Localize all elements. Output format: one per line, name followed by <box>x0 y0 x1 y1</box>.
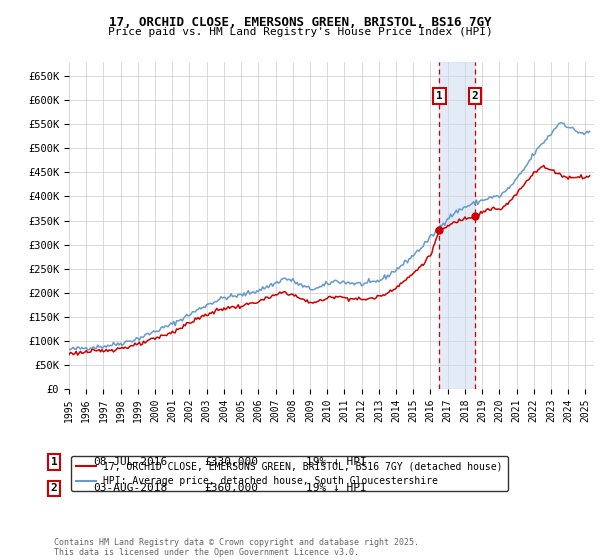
Text: £330,000: £330,000 <box>204 457 258 467</box>
Text: Price paid vs. HM Land Registry's House Price Index (HPI): Price paid vs. HM Land Registry's House … <box>107 27 493 37</box>
Text: 03-AUG-2018: 03-AUG-2018 <box>93 483 167 493</box>
Text: 1: 1 <box>436 91 443 101</box>
Text: £360,000: £360,000 <box>204 483 258 493</box>
Text: 19% ↓ HPI: 19% ↓ HPI <box>306 457 367 467</box>
Bar <box>439 62 475 389</box>
Text: 19% ↓ HPI: 19% ↓ HPI <box>306 483 367 493</box>
Text: Contains HM Land Registry data © Crown copyright and database right 2025.
This d: Contains HM Land Registry data © Crown c… <box>54 538 419 557</box>
Text: 2: 2 <box>472 91 478 101</box>
Text: 1: 1 <box>50 457 58 467</box>
Text: 08-JUL-2016: 08-JUL-2016 <box>93 457 167 467</box>
Text: 17, ORCHID CLOSE, EMERSONS GREEN, BRISTOL, BS16 7GY: 17, ORCHID CLOSE, EMERSONS GREEN, BRISTO… <box>109 16 491 29</box>
Text: 2: 2 <box>50 483 58 493</box>
Legend: 17, ORCHID CLOSE, EMERSONS GREEN, BRISTOL, BS16 7GY (detached house), HPI: Avera: 17, ORCHID CLOSE, EMERSONS GREEN, BRISTO… <box>71 456 508 491</box>
